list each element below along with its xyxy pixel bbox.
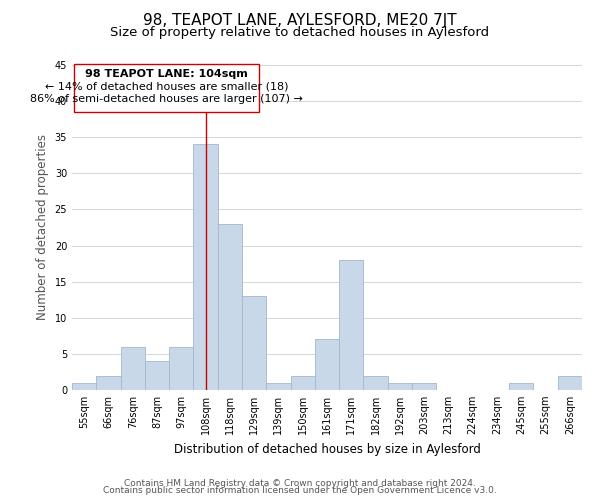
- Bar: [169, 346, 193, 390]
- Bar: [74, 64, 259, 112]
- X-axis label: Distribution of detached houses by size in Aylesford: Distribution of detached houses by size …: [173, 442, 481, 456]
- Text: Contains HM Land Registry data © Crown copyright and database right 2024.: Contains HM Land Registry data © Crown c…: [124, 478, 476, 488]
- Bar: [145, 361, 169, 390]
- Bar: [364, 376, 388, 390]
- Text: Size of property relative to detached houses in Aylesford: Size of property relative to detached ho…: [110, 26, 490, 39]
- Bar: [290, 376, 315, 390]
- Y-axis label: Number of detached properties: Number of detached properties: [36, 134, 49, 320]
- Text: 98, TEAPOT LANE, AYLESFORD, ME20 7JT: 98, TEAPOT LANE, AYLESFORD, ME20 7JT: [143, 12, 457, 28]
- Text: Contains public sector information licensed under the Open Government Licence v3: Contains public sector information licen…: [103, 486, 497, 495]
- Bar: [266, 383, 290, 390]
- Bar: [193, 144, 218, 390]
- Bar: [388, 383, 412, 390]
- Bar: [242, 296, 266, 390]
- Bar: [315, 340, 339, 390]
- Bar: [509, 383, 533, 390]
- Text: 98 TEAPOT LANE: 104sqm: 98 TEAPOT LANE: 104sqm: [85, 68, 248, 78]
- Bar: [218, 224, 242, 390]
- Bar: [96, 376, 121, 390]
- Bar: [121, 346, 145, 390]
- Text: 86% of semi-detached houses are larger (107) →: 86% of semi-detached houses are larger (…: [30, 94, 303, 104]
- Bar: [339, 260, 364, 390]
- Text: ← 14% of detached houses are smaller (18): ← 14% of detached houses are smaller (18…: [45, 82, 289, 92]
- Bar: [72, 383, 96, 390]
- Bar: [412, 383, 436, 390]
- Bar: [558, 376, 582, 390]
